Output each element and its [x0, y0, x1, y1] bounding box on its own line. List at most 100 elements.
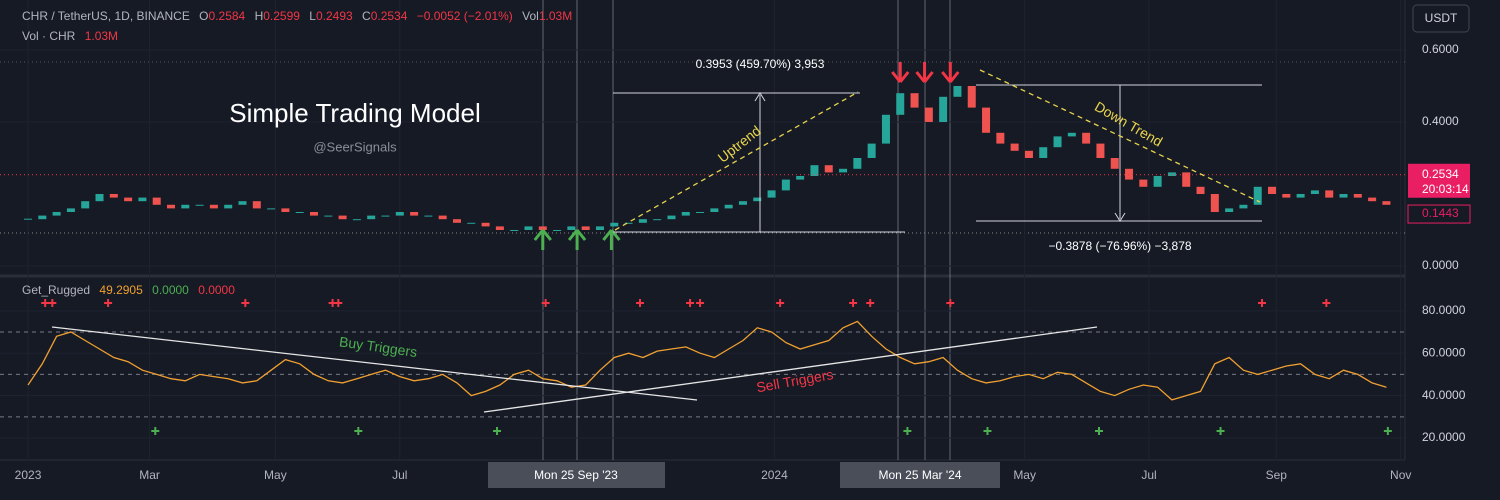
- candle: [481, 222, 490, 227]
- header: CHR / TetherUS, 1D, BINANCE O0.2584 H0.2…: [22, 9, 572, 23]
- candle: [853, 157, 862, 169]
- candle: [1210, 193, 1219, 212]
- x-tick-label: Jul: [392, 468, 407, 482]
- candle: [1139, 179, 1148, 187]
- candle: [224, 204, 233, 209]
- y-tick-label: 80.0000: [1422, 303, 1466, 317]
- sell-arrow: [915, 62, 934, 83]
- candle: [495, 226, 504, 230]
- candle: [1239, 204, 1248, 209]
- x-tick-label: Mar: [139, 468, 160, 482]
- candle: [524, 226, 533, 230]
- candle: [696, 211, 705, 213]
- signal: [686, 299, 695, 307]
- candle: [452, 219, 461, 223]
- candle: [996, 132, 1005, 144]
- level-box: [1407, 204, 1471, 224]
- signal: [354, 427, 363, 435]
- crosshair-box: [840, 462, 1000, 488]
- buy-arrow: [602, 229, 621, 250]
- x-tick-label: Sep: [1266, 468, 1288, 482]
- trigger-lines: [51, 326, 1098, 413]
- vol-series-value: 1.03M: [85, 29, 118, 43]
- osc-name: Get_Rugged: [22, 283, 90, 297]
- candle: [839, 168, 848, 173]
- handle: @SeerSignals: [313, 139, 397, 154]
- candle: [653, 219, 662, 221]
- measure-arrow: [1114, 212, 1126, 222]
- measurements: [613, 84, 1262, 233]
- candle: [538, 226, 547, 230]
- osc-value: 0.0000: [152, 283, 189, 297]
- x-tick-label: Nov: [1390, 468, 1411, 482]
- signal: [849, 299, 858, 307]
- candle: [1082, 132, 1091, 144]
- signal: [1383, 427, 1392, 435]
- vol: 1.03M: [539, 9, 572, 23]
- candle: [910, 93, 919, 108]
- x-tick-label: May: [1013, 468, 1036, 482]
- signal: [541, 299, 550, 307]
- candle: [1268, 186, 1277, 194]
- candle: [1010, 143, 1019, 151]
- candle: [767, 190, 776, 198]
- signal: [866, 299, 875, 307]
- candle: [967, 85, 976, 108]
- osc-line: [27, 320, 1387, 401]
- candle: [195, 204, 204, 206]
- candle: [209, 204, 218, 209]
- candle: [1368, 197, 1377, 202]
- signal: [696, 299, 705, 307]
- vol-series: Vol · CHR: [22, 29, 76, 43]
- close: 0.2534: [371, 9, 408, 23]
- candle: [581, 226, 590, 230]
- candle: [381, 215, 390, 217]
- candle: [310, 211, 319, 216]
- buy-trigger-line: [51, 326, 698, 401]
- downtrend-line: [979, 69, 1261, 203]
- signal: [983, 427, 992, 435]
- candle: [610, 222, 619, 227]
- trend-lines: [614, 69, 1261, 231]
- sell-arrow: [891, 62, 910, 83]
- candle: [1339, 193, 1348, 198]
- candle: [710, 208, 719, 212]
- x-tick-label: May: [264, 468, 287, 482]
- candle: [1296, 193, 1305, 198]
- l-label: L: [309, 9, 316, 23]
- x-tick-label: Jul: [1141, 468, 1156, 482]
- candle: [510, 229, 519, 231]
- signal: [636, 299, 645, 307]
- signal: [946, 299, 955, 307]
- signal: [493, 427, 502, 435]
- candle: [395, 211, 404, 216]
- y-tick-label: 0.0000: [1422, 258, 1459, 272]
- vol-legend: Vol · CHR 1.03M: [22, 29, 118, 43]
- candle: [939, 96, 948, 122]
- crosshair-date: Mon 25 Sep '23: [534, 468, 618, 482]
- currency-box: [1412, 4, 1470, 33]
- y-tick-label: 60.0000: [1422, 345, 1466, 359]
- signal: [48, 299, 57, 307]
- candle: [667, 215, 676, 220]
- candle: [595, 226, 604, 230]
- osc-value: 49.2905: [99, 283, 143, 297]
- symbol: CHR / TetherUS, 1D, BINANCE: [22, 9, 190, 23]
- signal: [1322, 299, 1331, 307]
- candle: [267, 208, 276, 210]
- signal: [104, 299, 113, 307]
- candle: [1024, 150, 1033, 158]
- candle: [1110, 157, 1119, 169]
- candle: [295, 211, 304, 213]
- candle: [567, 226, 576, 230]
- candle: [138, 197, 147, 202]
- candle: [95, 193, 104, 202]
- candle: [1225, 208, 1234, 212]
- candle: [924, 107, 933, 122]
- signal: [334, 299, 343, 307]
- candle: [553, 229, 562, 231]
- measure-arrow: [754, 92, 766, 102]
- high: 0.2599: [263, 9, 300, 23]
- candle: [1039, 147, 1048, 158]
